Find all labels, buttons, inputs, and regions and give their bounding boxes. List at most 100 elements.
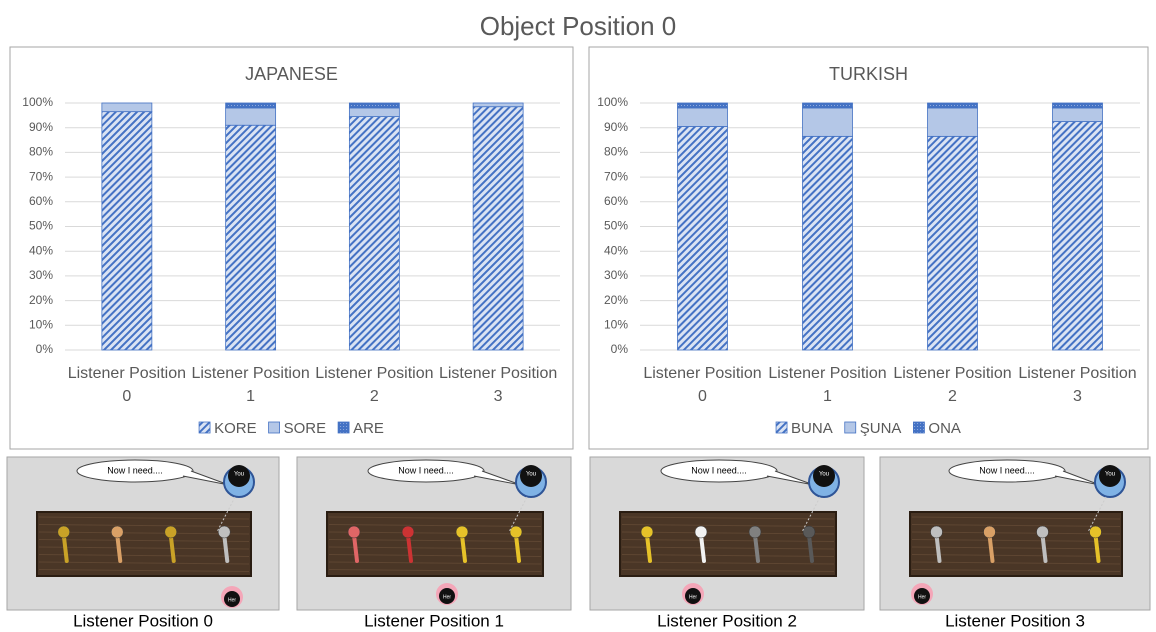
object-handle [406, 533, 413, 563]
wood-grain [328, 524, 542, 527]
wood-grain [38, 561, 250, 565]
object-head [57, 525, 70, 539]
table-board [326, 511, 544, 577]
speaker-hair [1099, 465, 1121, 487]
y-tick-label: 80% [604, 145, 628, 159]
object-handle [460, 533, 467, 563]
object-head [930, 525, 943, 539]
wood-grain [38, 539, 250, 542]
bar-segment [927, 107, 978, 137]
legend-swatch [198, 421, 211, 434]
speech-bubble [367, 459, 485, 483]
pointing-line [1087, 496, 1107, 533]
y-tick-label: 90% [604, 120, 628, 134]
listener-label: Her [918, 594, 926, 600]
listener-label: Her [689, 594, 697, 600]
wood-grain [621, 569, 835, 572]
bar-segment [472, 102, 524, 108]
wood-grain [38, 524, 250, 527]
wood-grain [911, 524, 1121, 527]
object-head [983, 525, 996, 539]
bar-segment [101, 102, 153, 113]
y-tick-label: 0% [611, 342, 629, 356]
object-head [509, 525, 523, 539]
legend-label: KORE [214, 420, 257, 437]
bar-segment [101, 111, 153, 351]
x-tick-label: Listener Position 2 [315, 365, 434, 405]
y-tick-label: 0% [36, 342, 54, 356]
table-board [909, 511, 1123, 577]
wood-grain [328, 561, 542, 565]
speaker-label: You [526, 472, 536, 478]
bar-segment [1052, 107, 1103, 122]
speech-bubble [76, 459, 194, 483]
y-tick-label: 10% [29, 317, 53, 331]
legend-swatch [775, 421, 788, 434]
object-handle [168, 533, 176, 563]
wood-grain [621, 554, 835, 557]
listener-label: Her [228, 597, 236, 603]
legend-swatch [844, 421, 857, 434]
wood-grain [911, 516, 1121, 520]
pointing-line [216, 496, 236, 533]
object-handle [699, 533, 706, 563]
wood-grain [328, 539, 542, 542]
x-tick-label: Listener Position 3 [438, 365, 558, 405]
y-tick-label: 90% [29, 120, 53, 134]
listener-label: Her [443, 594, 451, 600]
y-tick-label: 70% [604, 169, 628, 183]
x-tick-label: Listener Position 1 [191, 365, 310, 405]
y-tick-label: 10% [604, 317, 628, 331]
object-head [694, 525, 708, 539]
object-handle [934, 533, 942, 563]
wood-grain [38, 554, 250, 557]
y-tick-label: 60% [604, 194, 628, 208]
y-tick-label: 30% [604, 268, 628, 282]
wood-grain [911, 554, 1121, 557]
wood-grain [621, 561, 835, 565]
object-handle [514, 533, 521, 563]
speech-text: Now I need.... [107, 465, 163, 475]
scene-caption: Listener Position 1 [364, 611, 504, 630]
wood-grain [911, 531, 1121, 535]
x-tick-label: Listener Position 1 [768, 365, 887, 405]
legend-label: BUNA [791, 420, 833, 437]
y-tick-label: 100% [22, 95, 53, 109]
wood-grain [328, 531, 542, 535]
listener-hair [224, 591, 240, 607]
wood-grain [328, 516, 542, 520]
x-tick-label: Listener Position 2 [893, 365, 1012, 405]
object-head [1089, 525, 1102, 539]
bar-segment [225, 124, 277, 351]
legend-label: ONA [928, 420, 961, 437]
object-handle [645, 533, 652, 563]
speaker-label: You [234, 472, 244, 478]
y-tick-label: 50% [604, 219, 628, 233]
legend-label: ARE [353, 420, 384, 437]
y-tick-label: 60% [29, 194, 53, 208]
listener-hair [439, 588, 455, 604]
speaker-label: You [1105, 472, 1115, 478]
speaker-label: You [819, 472, 829, 478]
object-head [347, 525, 361, 539]
object-head [640, 525, 654, 539]
y-tick-label: 70% [29, 169, 53, 183]
speaker-hair [813, 465, 835, 487]
object-handle [753, 533, 760, 563]
object-handle [61, 533, 69, 563]
object-handle [1040, 533, 1048, 563]
wood-grain [911, 539, 1121, 542]
bar-segment [927, 102, 978, 109]
legend-label: SORE [284, 420, 327, 437]
wood-grain [621, 531, 835, 535]
scene-caption: Listener Position 2 [657, 611, 797, 630]
x-tick-label-box: Listener Position 3 [1018, 365, 1136, 405]
wood-grain [38, 569, 250, 572]
wood-grain [328, 546, 542, 550]
y-tick-label: 80% [29, 145, 53, 159]
object-head [748, 525, 762, 539]
object-head [111, 525, 124, 539]
bar-segment [802, 102, 853, 109]
wood-grain [328, 569, 542, 572]
